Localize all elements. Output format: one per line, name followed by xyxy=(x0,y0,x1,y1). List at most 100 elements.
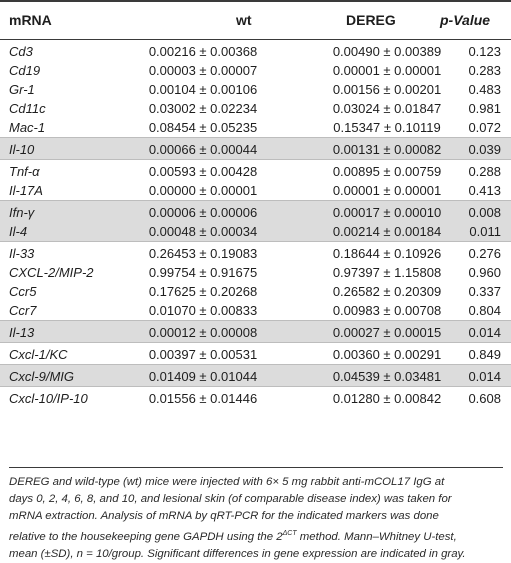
cell-p-value: 0.849 xyxy=(468,347,501,362)
cell-mrna: Cxcl-10/IP-10 xyxy=(9,391,88,406)
cell-dereg: 0.00156 ± 0.00201 xyxy=(332,82,442,97)
footnote-delta-ct: ΔCT xyxy=(282,530,297,537)
footnote-line-4-tail: method. Mann–Whitney U-test, xyxy=(296,531,457,543)
cell-mrna: Ccr7 xyxy=(9,303,37,318)
table-row: Gr-1 0.00104 ± 0.00106 0.00156 ± 0.00201 0.… xyxy=(0,80,511,99)
table-group: Cxcl-1/KC 0.00397 ± 0.00531 0.00360 ± 0.00… xyxy=(0,342,511,364)
cell-wt: 0.01070 ± 0.00833 xyxy=(148,303,258,318)
cell-p-value: 0.337 xyxy=(468,284,501,299)
cell-wt: 0.00012 ± 0.00008 xyxy=(148,325,258,340)
cell-p-value: 0.123 xyxy=(468,44,501,59)
table-row: Cxcl-1/KC 0.00397 ± 0.00531 0.00360 ± 0.00… xyxy=(0,345,511,364)
cell-wt: 0.00000 ± 0.00001 xyxy=(148,183,258,198)
cell-p-value: 0.008 xyxy=(468,205,501,220)
table-group-significant: Il-10 0.00066 ± 0.00044 0.00131 ± 0.00082 0… xyxy=(0,137,511,159)
footnote-line-4-text: relative to the housekeeping gene GAPDH … xyxy=(9,531,283,543)
footnote-line-2: days 0, 2, 4, 6, 8, and 10, and lesional… xyxy=(9,493,452,505)
table-group: Cxcl-10/IP-10 0.01556 ± 0.01446 0.01280 ± … xyxy=(0,386,511,408)
cell-mrna: Tnf-α xyxy=(9,164,40,179)
cell-dereg: 0.00360 ± 0.00291 xyxy=(332,347,442,362)
cell-wt: 0.01556 ± 0.01446 xyxy=(148,391,258,406)
cell-dereg: 0.00490 ± 0.00389 xyxy=(332,44,442,59)
cell-p-value: 0.413 xyxy=(468,183,501,198)
cell-dereg: 0.01280 ± 0.00842 xyxy=(332,391,442,406)
header-dereg: DEREG xyxy=(346,12,396,28)
table-group: Il-33 0.26453 ± 0.19083 0.18644 ± 0.10926 0… xyxy=(0,241,511,320)
cell-p-value: 0.288 xyxy=(468,164,501,179)
cell-mrna: Ccr5 xyxy=(9,284,37,299)
table-row: Ccr5 0.17625 ± 0.20268 0.26582 ± 0.20309 0.… xyxy=(0,282,511,301)
table-group-significant: Il-13 0.00012 ± 0.00008 0.00027 ± 0.00015 0… xyxy=(0,320,511,342)
cell-p-value: 0.011 xyxy=(469,224,501,239)
header-p-value: p-Value xyxy=(440,12,490,28)
table-row: Mac-1 0.08454 ± 0.05235 0.15347 ± 0.10119 0… xyxy=(0,118,511,137)
cell-mrna: Cxcl-9/MIG xyxy=(9,369,74,384)
table-footnote: DEREG and wild-type (wt) mice were injec… xyxy=(9,467,503,563)
cell-wt: 0.00006 ± 0.00006 xyxy=(148,205,258,220)
table-body: Cd3 0.00216 ± 0.00368 0.00490 ± 0.00389 0.1… xyxy=(0,40,511,408)
cell-p-value: 0.276 xyxy=(468,246,501,261)
table-row: Il-10 0.00066 ± 0.00044 0.00131 ± 0.00082 0… xyxy=(0,140,511,159)
table-row: Cxcl-10/IP-10 0.01556 ± 0.01446 0.01280 ± … xyxy=(0,389,511,408)
cell-mrna: Ifn-γ xyxy=(9,205,35,220)
footnote-line-3: mRNA extraction. Analysis of mRNA by qRT… xyxy=(9,510,439,522)
cell-dereg: 0.00983 ± 0.00708 xyxy=(332,303,442,318)
cell-dereg: 0.00027 ± 0.00015 xyxy=(332,325,442,340)
cell-p-value: 0.804 xyxy=(468,303,501,318)
table-row: Il-13 0.00012 ± 0.00008 0.00027 ± 0.00015 0… xyxy=(0,323,511,342)
cell-wt: 0.01409 ± 0.01044 xyxy=(148,369,258,384)
cell-p-value: 0.014 xyxy=(468,369,501,384)
cell-dereg: 0.18644 ± 0.10926 xyxy=(332,246,442,261)
cell-wt: 0.00104 ± 0.00106 xyxy=(148,82,258,97)
cell-mrna: Cxcl-1/KC xyxy=(9,347,68,362)
cell-wt: 0.00066 ± 0.00044 xyxy=(148,142,258,157)
cell-wt: 0.08454 ± 0.05235 xyxy=(148,120,258,135)
table-row: Tnf-α 0.00593 ± 0.00428 0.00895 ± 0.00759 0… xyxy=(0,162,511,181)
cell-mrna: Cd11c xyxy=(9,101,46,116)
cell-mrna: Cd19 xyxy=(9,63,41,78)
table-row: Il-17A 0.00000 ± 0.00001 0.00001 ± 0.00001… xyxy=(0,181,511,200)
cell-p-value: 0.014 xyxy=(468,325,501,340)
footnote-line-5: mean (±SD), n = 10/group. Significant di… xyxy=(9,548,466,560)
cell-dereg: 0.04539 ± 0.03481 xyxy=(332,369,442,384)
cell-p-value: 0.039 xyxy=(468,142,501,157)
header-mrna: mRNA xyxy=(9,12,52,28)
cell-dereg: 0.00001 ± 0.00001 xyxy=(332,63,442,78)
header-p-value-label: p-Value xyxy=(440,12,491,28)
cell-p-value: 0.960 xyxy=(468,265,501,280)
cell-p-value: 0.072 xyxy=(468,120,501,135)
data-table: mRNA wt DEREG p-Value Cd3 0.00216 ± 0.003… xyxy=(0,0,511,408)
cell-wt: 0.03002 ± 0.02234 xyxy=(148,101,258,116)
cell-dereg: 0.03024 ± 0.01847 xyxy=(332,101,442,116)
table-header: mRNA wt DEREG p-Value xyxy=(0,0,511,40)
cell-mrna: Gr-1 xyxy=(9,82,35,97)
cell-p-value: 0.981 xyxy=(468,101,501,116)
cell-dereg: 0.00001 ± 0.00001 xyxy=(332,183,442,198)
table-row: Cd3 0.00216 ± 0.00368 0.00490 ± 0.00389 0.1… xyxy=(0,42,511,61)
cell-wt: 0.26453 ± 0.19083 xyxy=(148,246,258,261)
cell-wt: 0.00048 ± 0.00034 xyxy=(148,224,258,239)
cell-mrna: Il-17A xyxy=(9,183,43,198)
cell-wt: 0.00593 ± 0.00428 xyxy=(148,164,258,179)
cell-dereg: 0.00895 ± 0.00759 xyxy=(332,164,442,179)
table-row: Cd11c 0.03002 ± 0.02234 0.03024 ± 0.01847 0… xyxy=(0,99,511,118)
cell-mrna: Il-13 xyxy=(9,325,35,340)
cell-p-value: 0.608 xyxy=(468,391,501,406)
footnote-line-4: relative to the housekeeping gene GAPDH … xyxy=(9,525,503,546)
cell-wt: 0.00216 ± 0.00368 xyxy=(148,44,258,59)
cell-mrna: Mac-1 xyxy=(9,120,46,135)
table-group-significant: Ifn-γ 0.00006 ± 0.00006 0.00017 ± 0.00010 0… xyxy=(0,200,511,241)
header-wt: wt xyxy=(236,12,252,28)
table-row: CXCL-2/MIP-2 0.99754 ± 0.91675 0.97397 ± 1… xyxy=(0,263,511,282)
table-row: Il-4 0.00048 ± 0.00034 0.00214 ± 0.00184 0.… xyxy=(0,222,511,241)
cell-mrna: CXCL-2/MIP-2 xyxy=(9,265,94,280)
table-row: Cxcl-9/MIG 0.01409 ± 0.01044 0.04539 ± 0.0… xyxy=(0,367,511,386)
cell-mrna: Il-10 xyxy=(9,142,35,157)
cell-mrna: Il-4 xyxy=(9,224,28,239)
cell-dereg: 0.26582 ± 0.20309 xyxy=(332,284,442,299)
cell-mrna: Cd3 xyxy=(9,44,33,59)
table-row: Cd19 0.00003 ± 0.00007 0.00001 ± 0.00001 0.… xyxy=(0,61,511,80)
cell-dereg: 0.15347 ± 0.10119 xyxy=(333,120,441,135)
cell-dereg: 0.00131 ± 0.00082 xyxy=(332,142,442,157)
cell-dereg: 0.97397 ± 1.15808 xyxy=(332,265,442,280)
